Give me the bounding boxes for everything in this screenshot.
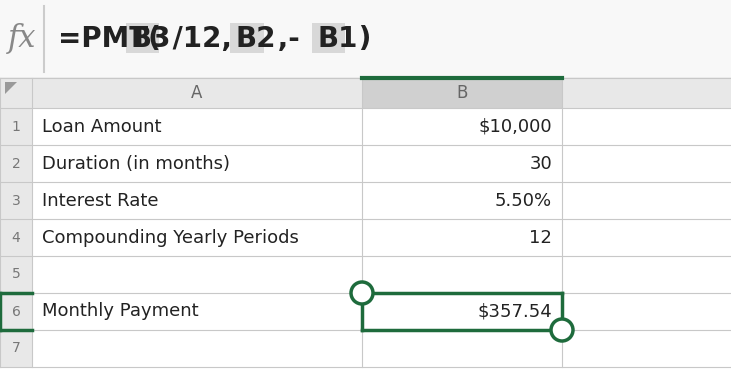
Text: Loan Amount: Loan Amount [42,118,162,135]
FancyBboxPatch shape [0,219,32,256]
FancyBboxPatch shape [562,108,731,145]
Polygon shape [5,82,17,94]
FancyBboxPatch shape [0,0,731,78]
Circle shape [551,319,573,341]
FancyBboxPatch shape [126,23,159,53]
FancyBboxPatch shape [562,293,731,330]
FancyBboxPatch shape [362,219,562,256]
Text: ): ) [349,25,371,53]
FancyBboxPatch shape [0,182,32,219]
FancyBboxPatch shape [312,23,345,53]
FancyBboxPatch shape [0,145,32,182]
FancyBboxPatch shape [362,108,562,145]
FancyBboxPatch shape [32,78,362,108]
FancyBboxPatch shape [362,182,562,219]
Text: B1: B1 [317,25,357,53]
Text: A: A [192,84,202,102]
FancyBboxPatch shape [32,293,362,330]
Text: 12: 12 [529,228,552,247]
FancyBboxPatch shape [562,145,731,182]
FancyBboxPatch shape [32,182,362,219]
Text: Duration (in months): Duration (in months) [42,154,230,173]
Text: 4: 4 [12,231,20,244]
FancyBboxPatch shape [562,330,731,367]
Text: 1: 1 [12,119,20,134]
FancyBboxPatch shape [32,145,362,182]
FancyBboxPatch shape [562,182,731,219]
Circle shape [351,282,373,304]
Text: Interest Rate: Interest Rate [42,192,159,209]
Text: 7: 7 [12,341,20,356]
FancyBboxPatch shape [32,108,362,145]
Text: ,-: ,- [268,25,309,53]
Text: 30: 30 [529,154,552,173]
FancyBboxPatch shape [0,256,32,293]
FancyBboxPatch shape [0,108,32,145]
Text: 2: 2 [12,157,20,170]
FancyBboxPatch shape [0,78,731,372]
FancyBboxPatch shape [32,256,362,293]
FancyBboxPatch shape [362,256,562,293]
FancyBboxPatch shape [362,145,562,182]
FancyBboxPatch shape [0,330,32,367]
FancyBboxPatch shape [362,78,562,108]
Text: B3: B3 [131,25,171,53]
Text: 6: 6 [12,305,20,318]
Text: $357.54: $357.54 [477,302,552,321]
Text: 3: 3 [12,193,20,208]
Text: fx: fx [8,22,37,54]
FancyBboxPatch shape [562,219,731,256]
FancyBboxPatch shape [0,78,32,108]
Text: =PMT(: =PMT( [58,25,170,53]
FancyBboxPatch shape [562,78,731,108]
Text: 5: 5 [12,267,20,282]
FancyBboxPatch shape [562,256,731,293]
Text: B: B [456,84,468,102]
Text: Monthly Payment: Monthly Payment [42,302,199,321]
Text: 5.50%: 5.50% [495,192,552,209]
Text: $10,000: $10,000 [478,118,552,135]
FancyBboxPatch shape [362,293,562,330]
Text: /12,: /12, [163,25,241,53]
Text: B2: B2 [235,25,276,53]
Text: Compounding Yearly Periods: Compounding Yearly Periods [42,228,299,247]
FancyBboxPatch shape [32,219,362,256]
FancyBboxPatch shape [362,330,562,367]
FancyBboxPatch shape [0,293,32,330]
FancyBboxPatch shape [230,23,264,53]
FancyBboxPatch shape [32,330,362,367]
